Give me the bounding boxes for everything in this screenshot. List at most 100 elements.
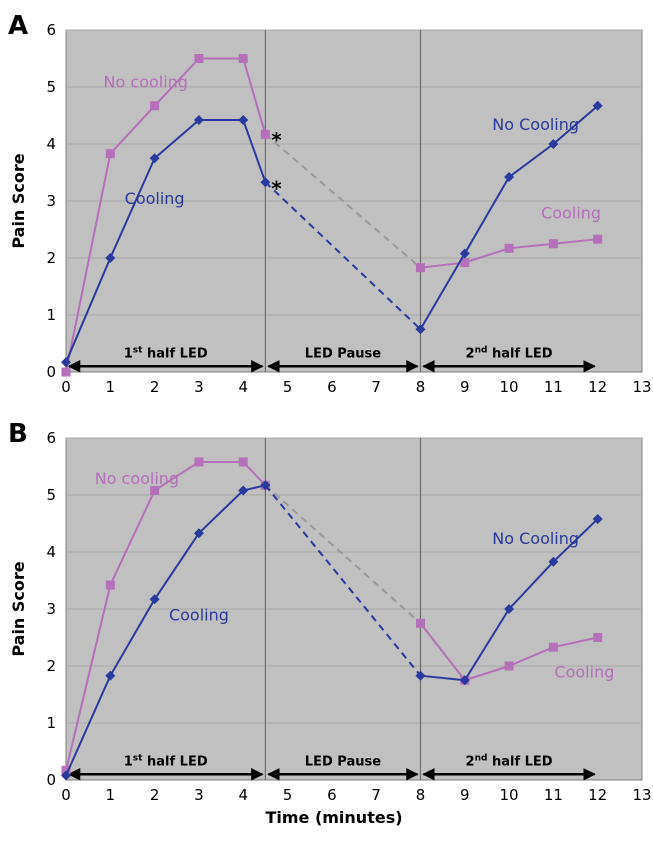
y-tick-label: 3 [46, 192, 56, 210]
cooling-line-segment [153, 119, 200, 160]
x-tick-label: 13 [632, 378, 651, 396]
phase-label-main: 1 [124, 754, 133, 769]
cooling-data-point [548, 556, 559, 567]
no-cooling-line-segment [264, 484, 422, 624]
no-cooling-line-segment [153, 57, 200, 107]
x-tick-label: 10 [500, 378, 519, 396]
cooling-data-point [459, 675, 470, 686]
cooling-line-segment [508, 143, 554, 178]
series-annotation: Cooling [169, 606, 229, 625]
series-annotation: No Cooling [492, 115, 579, 134]
y-tick-label: 5 [46, 486, 56, 504]
no-cooling-data-point [415, 618, 425, 628]
phase-label-main: LED Pause [305, 346, 381, 361]
y-tick-label: 2 [46, 249, 56, 267]
phase-label: LED Pause [305, 346, 381, 361]
x-tick-label: 4 [238, 378, 248, 396]
phase-label-sup: st [133, 753, 143, 763]
y-tick-label: 6 [46, 429, 56, 447]
no-cooling-line-segment [109, 490, 156, 586]
cooling-line-segment [552, 105, 599, 145]
no-cooling-line-segment [553, 238, 598, 245]
y-tick-label: 0 [46, 363, 56, 381]
phase-label-sup: nd [475, 753, 488, 763]
x-tick-label: 7 [371, 786, 381, 804]
no-cooling-line-segment [464, 665, 510, 682]
y-tick-label: 3 [46, 600, 56, 618]
no-cooling-line-segment [242, 58, 267, 135]
x-tick-label: 12 [588, 786, 607, 804]
panel-letter: A [8, 11, 28, 41]
y-tick-label: 2 [46, 657, 56, 675]
x-tick-label: 2 [150, 378, 160, 396]
series-annotation: No cooling [104, 72, 188, 91]
cooling-line-segment [463, 608, 510, 681]
no-cooling-line-segment [264, 133, 422, 269]
cooling-line-segment [508, 561, 555, 610]
no-cooling-data-point [61, 367, 71, 377]
x-tick-label: 11 [544, 378, 563, 396]
y-tick-label: 6 [46, 21, 56, 39]
phase-label-main: 2 [466, 346, 475, 361]
phase-label-rest: half LED [142, 754, 207, 769]
x-tick-label: 5 [283, 786, 293, 804]
phase-label-rest: half LED [487, 754, 552, 769]
cooling-line-segment [463, 176, 510, 254]
no-cooling-data-point [150, 485, 160, 495]
cooling-line-segment [65, 257, 112, 363]
y-tick-label: 4 [46, 135, 56, 153]
cooling-data-point [260, 177, 271, 188]
cooling-data-point [61, 770, 71, 781]
cooling-data-point [415, 324, 426, 335]
x-tick-label: 9 [460, 378, 470, 396]
no-cooling-data-point [460, 258, 470, 268]
phase-label: 2nd half LED [466, 753, 553, 769]
x-tick-label: 1 [106, 378, 116, 396]
no-cooling-data-point [504, 243, 514, 253]
cooling-data-point [149, 594, 160, 605]
phase-label-main: 1 [124, 346, 133, 361]
phase-label-main: LED Pause [305, 754, 381, 769]
cooling-data-point [415, 670, 426, 681]
x-tick-label: 3 [194, 378, 204, 396]
cooling-line-segment [264, 484, 422, 677]
no-cooling-data-point [61, 765, 71, 775]
no-cooling-data-point [238, 457, 248, 467]
phase-label-rest: half LED [487, 346, 552, 361]
phase-label-sup: nd [475, 345, 488, 355]
series-annotation: Cooling [554, 663, 614, 682]
cooling-line-segment [65, 675, 112, 776]
x-tick-label: 8 [416, 378, 426, 396]
phase-label: 2nd half LED [466, 345, 553, 361]
x-tick-label: 10 [500, 786, 519, 804]
no-cooling-data-point [593, 633, 603, 642]
x-tick-label: 0 [61, 378, 71, 396]
series-annotation: No Cooling [492, 529, 579, 548]
no-cooling-line-segment [65, 153, 112, 373]
no-cooling-data-point [593, 234, 603, 244]
no-cooling-data-point [415, 263, 425, 273]
x-tick-label: 2 [150, 786, 160, 804]
cooling-data-point [548, 139, 559, 149]
significance-marker: * [271, 128, 282, 152]
phase-label: 1st half LED [124, 345, 208, 361]
significance-marker: * [271, 177, 282, 201]
phase-label: LED Pause [305, 754, 381, 769]
x-tick-label: 1 [106, 786, 116, 804]
x-tick-label: 8 [416, 786, 426, 804]
cooling-data-point [504, 604, 515, 614]
no-cooling-data-point [150, 101, 160, 111]
x-tick-label: 11 [544, 786, 563, 804]
no-cooling-data-point [260, 129, 270, 139]
x-tick-label: 3 [194, 786, 204, 804]
phase-label: 1st half LED [124, 753, 208, 769]
y-axis-title: Pain Score [9, 561, 28, 656]
x-tick-label: 9 [460, 786, 470, 804]
cooling-data-point [592, 513, 603, 524]
cooling-data-point [105, 253, 116, 263]
series-annotation: No cooling [95, 469, 179, 488]
x-tick-label: 12 [588, 378, 607, 396]
no-cooling-data-point [548, 642, 558, 652]
cooling-data-point [149, 153, 160, 164]
